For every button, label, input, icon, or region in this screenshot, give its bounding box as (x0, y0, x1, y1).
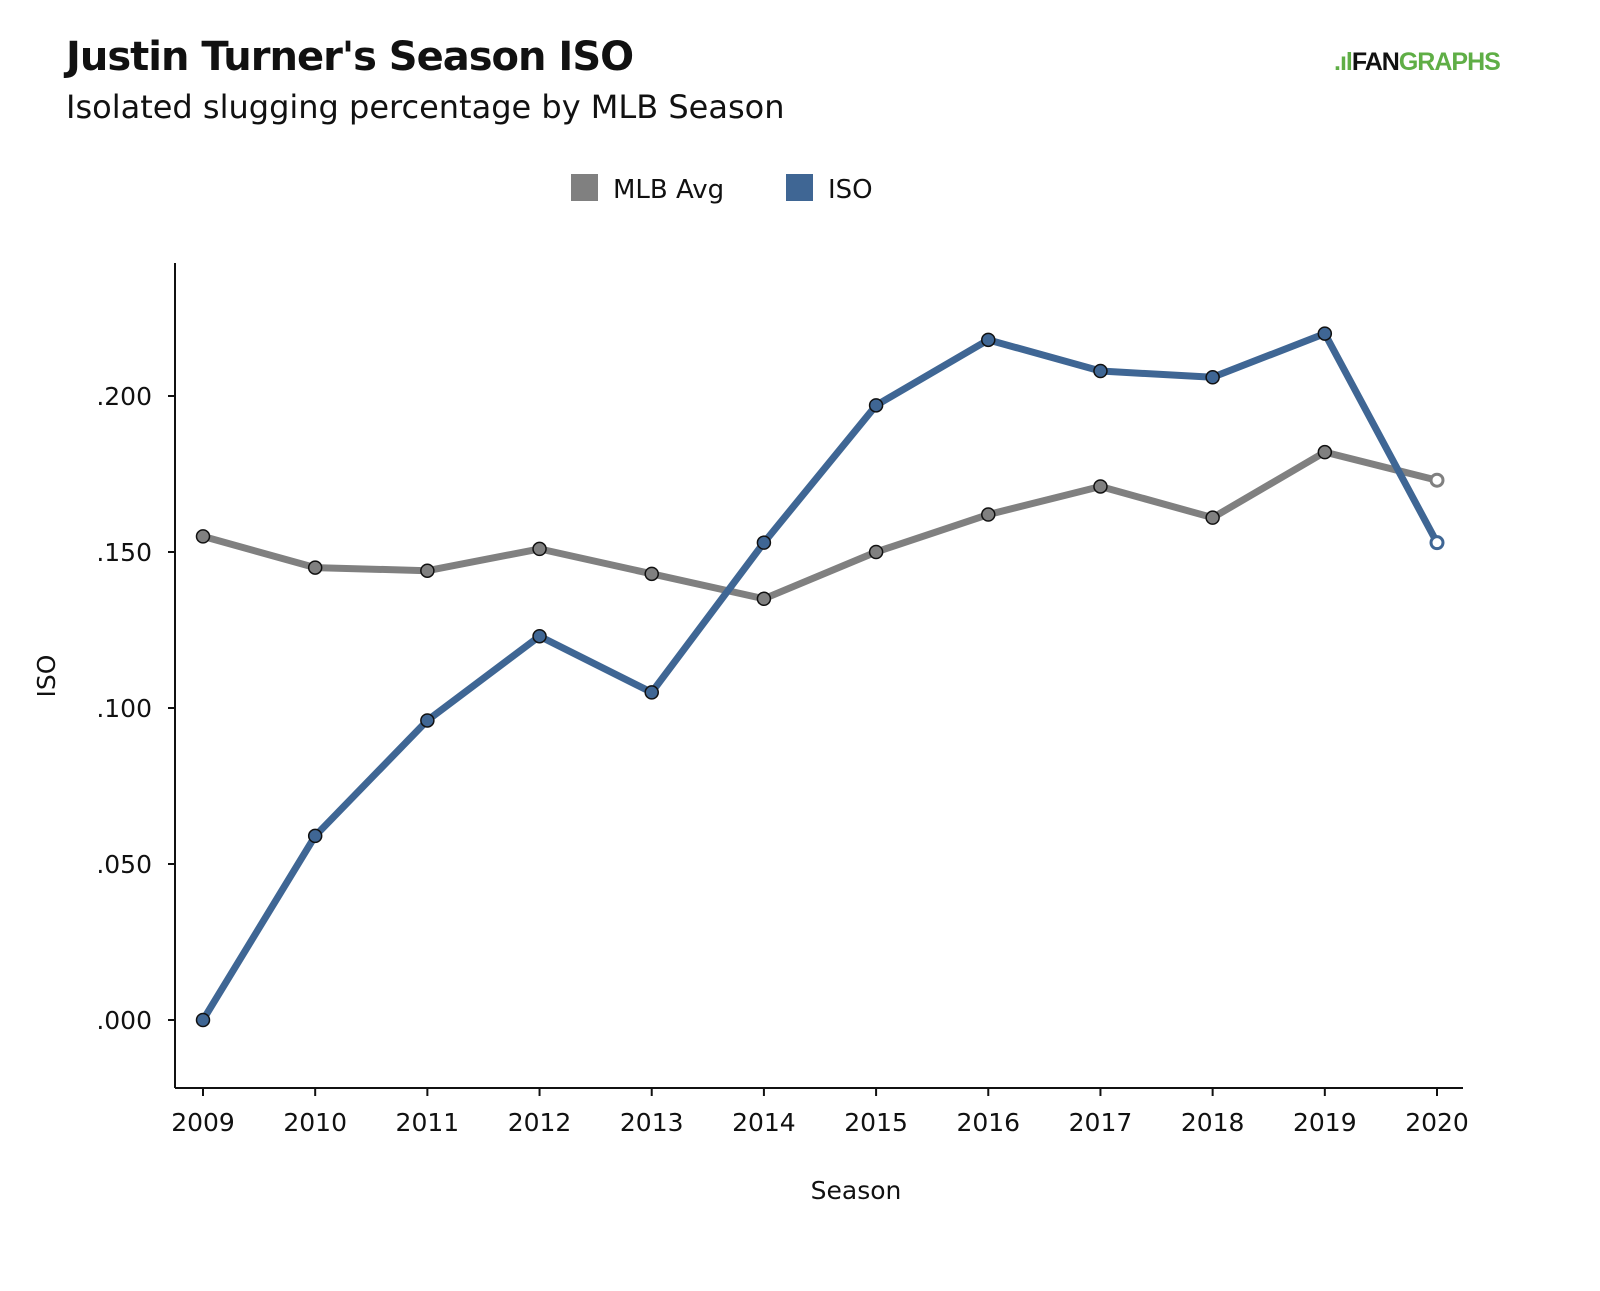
data-point[interactable] (644, 566, 659, 582)
data-point[interactable] (981, 332, 996, 348)
y-tick-label: .050 (96, 850, 152, 879)
x-tick-label: 2015 (844, 1108, 908, 1137)
data-point[interactable] (868, 544, 884, 560)
data-point[interactable] (532, 628, 547, 644)
x-tick-label: 2017 (1069, 1108, 1133, 1137)
data-point[interactable] (195, 1012, 211, 1028)
data-point[interactable] (1205, 370, 1220, 385)
legend-swatch (571, 174, 598, 201)
y-tick-label: .100 (96, 694, 152, 723)
data-point[interactable] (1093, 363, 1108, 379)
y-tick-label: .000 (96, 1006, 152, 1035)
data-point[interactable] (420, 563, 435, 578)
y-axis-label: ISO (32, 655, 61, 698)
chart-subtitle: Isolated slugging percentage by MLB Seas… (66, 88, 785, 126)
x-axis-label: Season (811, 1176, 902, 1205)
data-point[interactable] (756, 591, 772, 607)
data-point[interactable] (1317, 444, 1333, 460)
y-tick-label: .200 (96, 382, 152, 411)
data-point[interactable] (420, 713, 435, 728)
y-tick-label: .150 (96, 538, 152, 567)
data-point[interactable] (1205, 510, 1220, 525)
x-tick-label: 2020 (1405, 1108, 1469, 1137)
data-point[interactable] (868, 398, 884, 413)
x-tick-label: 2016 (956, 1108, 1020, 1137)
x-tick-label: 2014 (732, 1108, 796, 1137)
data-point[interactable] (644, 685, 659, 700)
data-point[interactable] (1429, 535, 1445, 551)
x-tick-label: 2011 (396, 1108, 460, 1137)
legend-swatch (786, 174, 813, 201)
data-point[interactable] (307, 828, 323, 844)
x-tick-label: 2018 (1181, 1108, 1245, 1137)
x-tick-label: 2013 (620, 1108, 684, 1137)
x-tick-label: 2010 (283, 1108, 347, 1137)
data-point[interactable] (1093, 479, 1108, 494)
series-line-mlb-avg (202, 448, 1438, 603)
legend-label: ISO (828, 175, 873, 205)
x-tick-label: 2019 (1293, 1108, 1357, 1137)
data-point[interactable] (195, 529, 211, 544)
data-point[interactable] (532, 541, 547, 557)
data-point[interactable] (1317, 326, 1333, 341)
fangraphs-logo: .ılFANGRAPHS (1334, 48, 1501, 76)
data-point[interactable] (981, 507, 996, 522)
data-point[interactable] (307, 560, 323, 575)
data-point[interactable] (756, 535, 772, 550)
data-point[interactable] (1429, 472, 1445, 488)
x-tick-label: 2012 (508, 1108, 572, 1137)
x-tick-label: 2009 (171, 1108, 235, 1137)
series-line-iso (200, 330, 1441, 1022)
chart-title: Justin Turner's Season ISO (66, 34, 634, 80)
legend-label: MLB Avg (613, 175, 724, 205)
